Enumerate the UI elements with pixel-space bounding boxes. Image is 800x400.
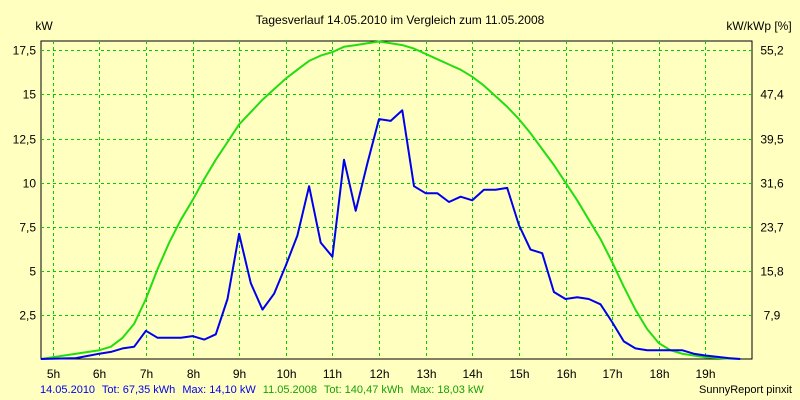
x-tick-label: 17h <box>602 367 622 381</box>
y-tick-label-left: 12,5 <box>13 133 37 147</box>
x-tick-label: 15h <box>509 367 529 381</box>
x-tick-label: 14h <box>462 367 482 381</box>
y-tick-label-right: 47,4 <box>760 88 784 102</box>
x-tick-label: 11h <box>323 367 342 381</box>
x-tick-label: 6h <box>93 367 106 381</box>
x-tick-label: 5h <box>47 367 60 381</box>
y-tick-label-right: 31,6 <box>760 177 784 191</box>
x-tick-label: 9h <box>233 367 246 381</box>
x-tick-label: 12h <box>369 367 389 381</box>
series-lines <box>40 40 741 360</box>
y-tick-label-right: 7,9 <box>764 309 781 323</box>
y-tick-label-left: 17,5 <box>13 44 37 58</box>
series-line-14-05-2010 <box>40 109 741 360</box>
x-tick-label: 8h <box>187 367 200 381</box>
x-tick-label: 18h <box>649 367 669 381</box>
y-tick-label-left: 10 <box>23 177 37 191</box>
grid <box>41 41 752 359</box>
footer-credit: SunnyReport pinxit <box>699 384 792 396</box>
x-tick-label: 7h <box>140 367 153 381</box>
x-tick-label: 13h <box>416 367 436 381</box>
y-tick-label-right: 15,8 <box>760 265 784 279</box>
y-tick-label-right: 39,5 <box>760 133 784 147</box>
x-tick-label: 19h <box>695 367 715 381</box>
legend-2010-max: Max: 14,10 kW <box>182 384 256 396</box>
x-tick-label: 16h <box>556 367 576 381</box>
legend-2010-label: 14.05.2010 <box>40 384 95 396</box>
chart-title: Tagesverlauf 14.05.2010 im Vergleich zum… <box>256 13 545 27</box>
y-axis-left-unit: kW <box>35 19 53 33</box>
y-tick-label-right: 23,7 <box>760 221 784 235</box>
x-tick-label: 10h <box>276 367 296 381</box>
legend-2008-total: Tot: 140,47 kWh <box>324 384 404 396</box>
y-tick-label-left: 2,5 <box>19 309 36 323</box>
y-tick-label-left: 5 <box>29 265 36 279</box>
legend-entry-2010: 14.05.2010 Tot: 67,35 kWh Max: 14,10 kW … <box>40 384 484 396</box>
y-tick-label-right: 55,2 <box>760 44 784 58</box>
tick-labels: 5h 6h 7h 8h 9h 10h 11h 12h 13h 14h 15h 16h 17h 18h 19h… <box>13 44 784 382</box>
legend-2008-max: Max: 18,03 kW <box>410 384 484 396</box>
y-tick-label-left: 15 <box>23 88 37 102</box>
plot-area <box>40 40 753 360</box>
series-line-11-05-2008 <box>40 40 741 360</box>
legend-2008-label: 11.05.2008 <box>263 384 317 396</box>
y-tick-label-left: 7,5 <box>19 221 36 235</box>
legend-2010-total: Tot: 67,35 kWh <box>102 384 175 396</box>
y-axis-right-unit: kW/kWp [%] <box>726 19 791 33</box>
